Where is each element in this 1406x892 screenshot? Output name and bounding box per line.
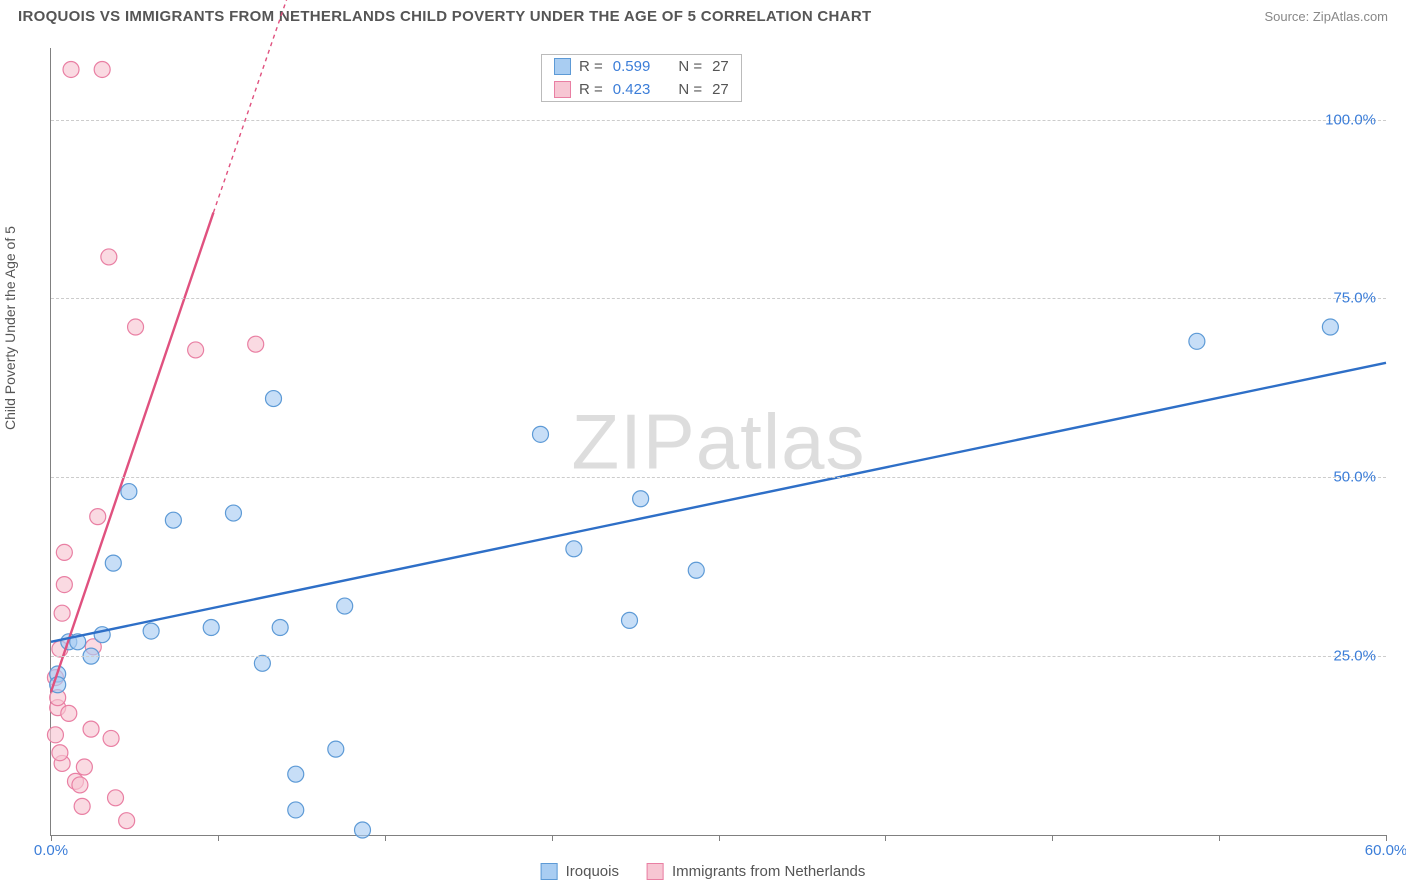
legend-item-netherlands: Immigrants from Netherlands [647, 863, 865, 880]
x-tick-label: 60.0% [1365, 842, 1406, 859]
x-tick [1219, 835, 1220, 841]
legend-label-iroquois: Iroquois [566, 863, 619, 880]
gridline [51, 656, 1386, 657]
header: IROQUOIS VS IMMIGRANTS FROM NETHERLANDS … [18, 8, 1388, 25]
swatch-netherlands [647, 863, 664, 880]
chart-title: IROQUOIS VS IMMIGRANTS FROM NETHERLANDS … [18, 8, 871, 25]
gridline [51, 477, 1386, 478]
gridline [51, 120, 1386, 121]
x-tick [385, 835, 386, 841]
legend-series: Iroquois Immigrants from Netherlands [541, 863, 866, 880]
y-tick-label: 25.0% [1333, 648, 1376, 665]
legend-label-netherlands: Immigrants from Netherlands [672, 863, 865, 880]
x-tick [552, 835, 553, 841]
plot-svg [51, 48, 1386, 835]
swatch-iroquois [541, 863, 558, 880]
y-axis-label: Child Poverty Under the Age of 5 [2, 226, 18, 430]
y-tick-label: 50.0% [1333, 469, 1376, 486]
x-tick [51, 835, 52, 841]
x-tick-label: 0.0% [34, 842, 68, 859]
y-tick-label: 100.0% [1325, 111, 1376, 128]
legend-item-iroquois: Iroquois [541, 863, 619, 880]
x-tick [885, 835, 886, 841]
x-tick [719, 835, 720, 841]
x-tick [1052, 835, 1053, 841]
x-tick [218, 835, 219, 841]
y-tick-label: 75.0% [1333, 290, 1376, 307]
source-label: Source: ZipAtlas.com [1264, 9, 1388, 24]
chart-area: ZIPatlas R = 0.599 N = 27 R = 0.423 N = … [50, 48, 1386, 836]
gridline [51, 298, 1386, 299]
x-tick [1386, 835, 1387, 841]
